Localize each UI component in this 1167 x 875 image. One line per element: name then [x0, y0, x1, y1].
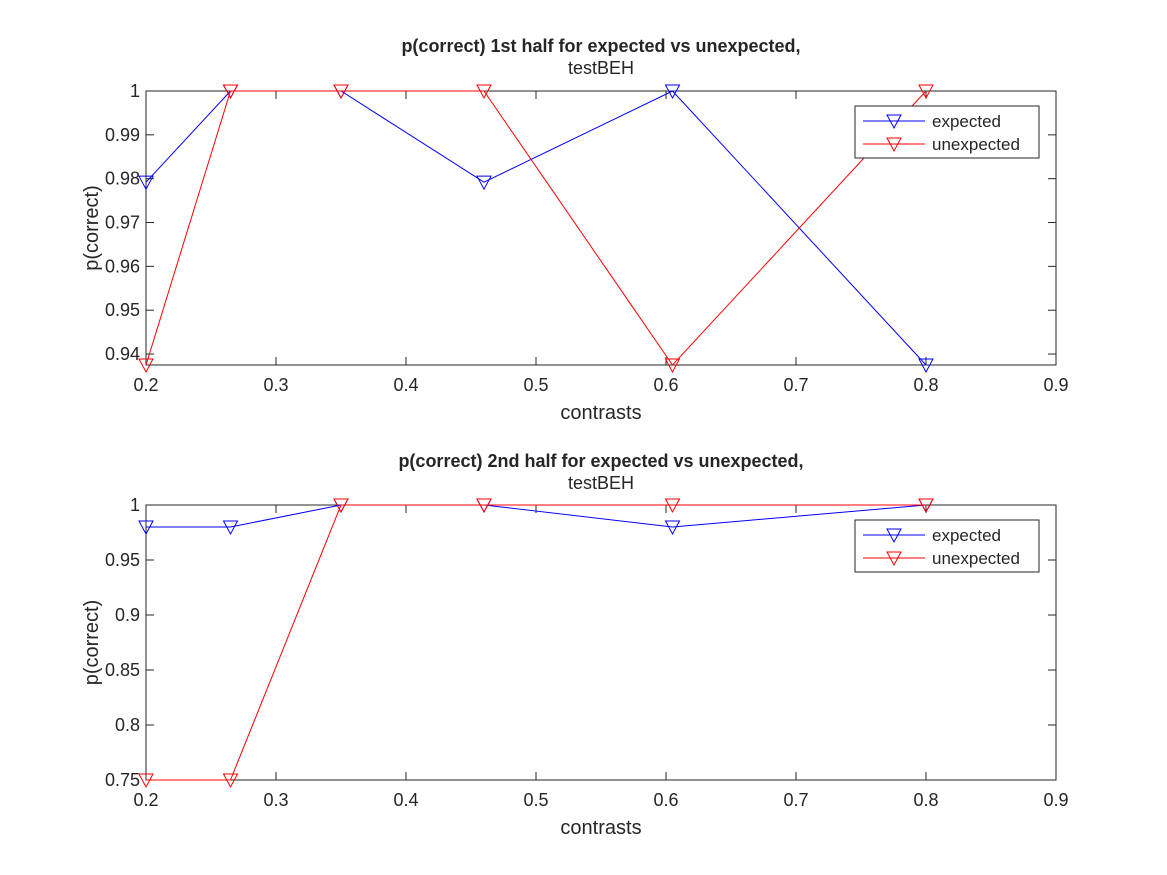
- data-point-unexpected: [664, 498, 681, 514]
- data-point-unexpected: [138, 358, 154, 374]
- data-point-unexpected: [918, 498, 934, 514]
- chart-1: p(correct) 1st half for expected vs unex…: [81, 36, 1069, 424]
- legend: expected unexpected: [854, 519, 1040, 573]
- x-tick-label: 0.9: [1043, 375, 1068, 395]
- legend-label-expected: expected: [932, 526, 1001, 545]
- x-tick-label: 0.9: [1043, 790, 1068, 810]
- data-point-expected: [918, 358, 934, 374]
- data-point-expected: [664, 520, 681, 536]
- y-tick-label: 0.75: [105, 770, 140, 790]
- y-axis-label: p(correct): [81, 600, 103, 686]
- x-tick-label: 0.3: [263, 790, 288, 810]
- x-tick-label: 0.7: [783, 790, 808, 810]
- x-tick-label: 0.6: [653, 790, 678, 810]
- x-tick-label: 0.5: [523, 375, 548, 395]
- x-axis-label: contrasts: [560, 817, 641, 839]
- legend-label-unexpected: unexpected: [932, 549, 1020, 568]
- legend-box: [854, 105, 1040, 159]
- legend-marker-unexpected: [886, 551, 902, 567]
- legend-box: [854, 519, 1040, 573]
- y-tick-label: 0.8: [115, 715, 140, 735]
- y-tick-label: 0.95: [105, 550, 140, 570]
- x-tick-label: 0.6: [653, 375, 678, 395]
- x-tick-label: 0.5: [523, 790, 548, 810]
- y-tick-label: 0.98: [105, 169, 140, 189]
- y-tick-label: 0.94: [105, 344, 140, 364]
- data-point-expected: [664, 84, 681, 100]
- series-line-unexpected: [146, 504, 926, 781]
- y-tick-label: 1: [130, 495, 140, 515]
- series-line-unexpected: [145, 90, 927, 366]
- data-point-unexpected: [333, 498, 349, 514]
- chart-subtitle: testBEH: [568, 58, 634, 78]
- legend-label-expected: expected: [932, 112, 1001, 131]
- data-point-unexpected: [476, 84, 492, 100]
- series-line-expected: [145, 90, 927, 366]
- y-tick-label: 0.9: [115, 605, 140, 625]
- data-point-expected: [476, 175, 492, 191]
- data-point-unexpected: [476, 498, 492, 514]
- data-point-unexpected: [664, 358, 681, 374]
- y-tick-label: 0.85: [105, 660, 140, 680]
- data-point-unexpected: [138, 773, 154, 789]
- chart-title: p(correct) 2nd half for expected vs unex…: [398, 451, 803, 471]
- y-tick-label: 0.96: [105, 256, 140, 276]
- x-axis-label: contrasts: [560, 402, 641, 424]
- x-tick-label: 0.3: [263, 375, 288, 395]
- x-tick-label: 0.8: [913, 375, 938, 395]
- x-tick-label: 0.4: [393, 375, 418, 395]
- legend-marker-expected: [886, 528, 902, 544]
- data-point-unexpected: [918, 84, 934, 100]
- legend: expected unexpected: [854, 105, 1040, 159]
- y-tick-label: 0.99: [105, 125, 140, 145]
- x-tick-label: 0.8: [913, 790, 938, 810]
- data-point-unexpected: [333, 84, 349, 100]
- x-tick-label: 0.4: [393, 790, 418, 810]
- chart-title: p(correct) 1st half for expected vs unex…: [401, 36, 800, 56]
- data-point-expected: [138, 175, 154, 191]
- data-point-unexpected: [222, 773, 239, 789]
- data-point-expected: [138, 520, 154, 536]
- data-point-expected: [222, 520, 239, 536]
- chart-subtitle: testBEH: [568, 473, 634, 493]
- y-tick-label: 1: [130, 81, 140, 101]
- y-axis-label: p(correct): [81, 185, 103, 271]
- y-tick-label: 0.95: [105, 300, 140, 320]
- x-tick-label: 0.7: [783, 375, 808, 395]
- y-tick-label: 0.97: [105, 213, 140, 233]
- legend-marker-unexpected: [886, 137, 902, 153]
- chart-2: p(correct) 2nd half for expected vs unex…: [81, 451, 1069, 839]
- x-tick-label: 0.2: [133, 375, 158, 395]
- data-point-unexpected: [222, 84, 239, 100]
- legend-label-unexpected: unexpected: [932, 135, 1020, 154]
- x-tick-label: 0.2: [133, 790, 158, 810]
- legend-marker-expected: [886, 114, 902, 130]
